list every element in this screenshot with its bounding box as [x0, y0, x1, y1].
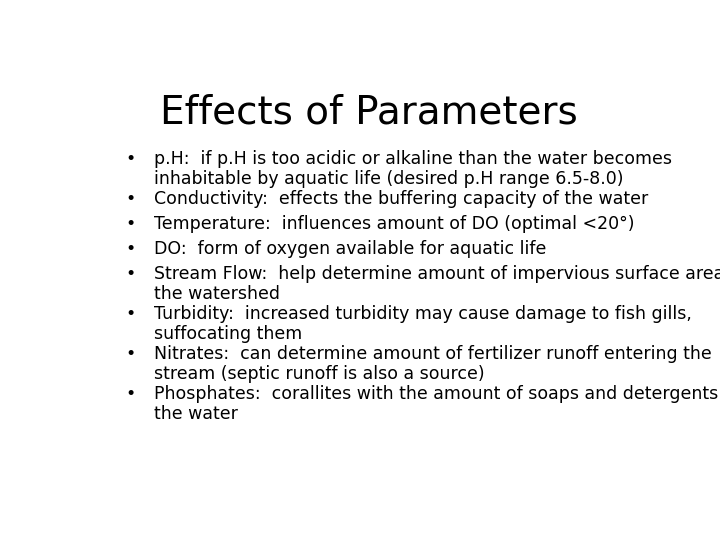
Text: •: •: [125, 305, 135, 323]
Text: DO:  form of oxygen available for aquatic life: DO: form of oxygen available for aquatic…: [154, 240, 546, 258]
Text: the watershed: the watershed: [154, 285, 280, 303]
Text: Temperature:  influences amount of DO (optimal <20°): Temperature: influences amount of DO (op…: [154, 215, 634, 233]
Text: the water: the water: [154, 404, 238, 422]
Text: Turbidity:  increased turbidity may cause damage to fish gills,: Turbidity: increased turbidity may cause…: [154, 305, 692, 323]
Text: Phosphates:  corallites with the amount of soaps and detergents in: Phosphates: corallites with the amount o…: [154, 384, 720, 402]
Text: Stream Flow:  help determine amount of impervious surface area in: Stream Flow: help determine amount of im…: [154, 265, 720, 283]
Text: stream (septic runoff is also a source): stream (septic runoff is also a source): [154, 364, 485, 383]
Text: •: •: [125, 215, 135, 233]
Text: •: •: [125, 240, 135, 258]
Text: Effects of Parameters: Effects of Parameters: [160, 94, 578, 132]
Text: p.H:  if p.H is too acidic or alkaline than the water becomes: p.H: if p.H is too acidic or alkaline th…: [154, 150, 672, 168]
Text: suffocating them: suffocating them: [154, 325, 302, 343]
Text: •: •: [125, 190, 135, 208]
Text: •: •: [125, 384, 135, 402]
Text: inhabitable by aquatic life (desired p.H range 6.5-8.0): inhabitable by aquatic life (desired p.H…: [154, 170, 624, 188]
Text: Nitrates:  can determine amount of fertilizer runoff entering the: Nitrates: can determine amount of fertil…: [154, 345, 712, 363]
Text: •: •: [125, 150, 135, 168]
Text: •: •: [125, 345, 135, 363]
Text: Conductivity:  effects the buffering capacity of the water: Conductivity: effects the buffering capa…: [154, 190, 649, 208]
Text: •: •: [125, 265, 135, 283]
